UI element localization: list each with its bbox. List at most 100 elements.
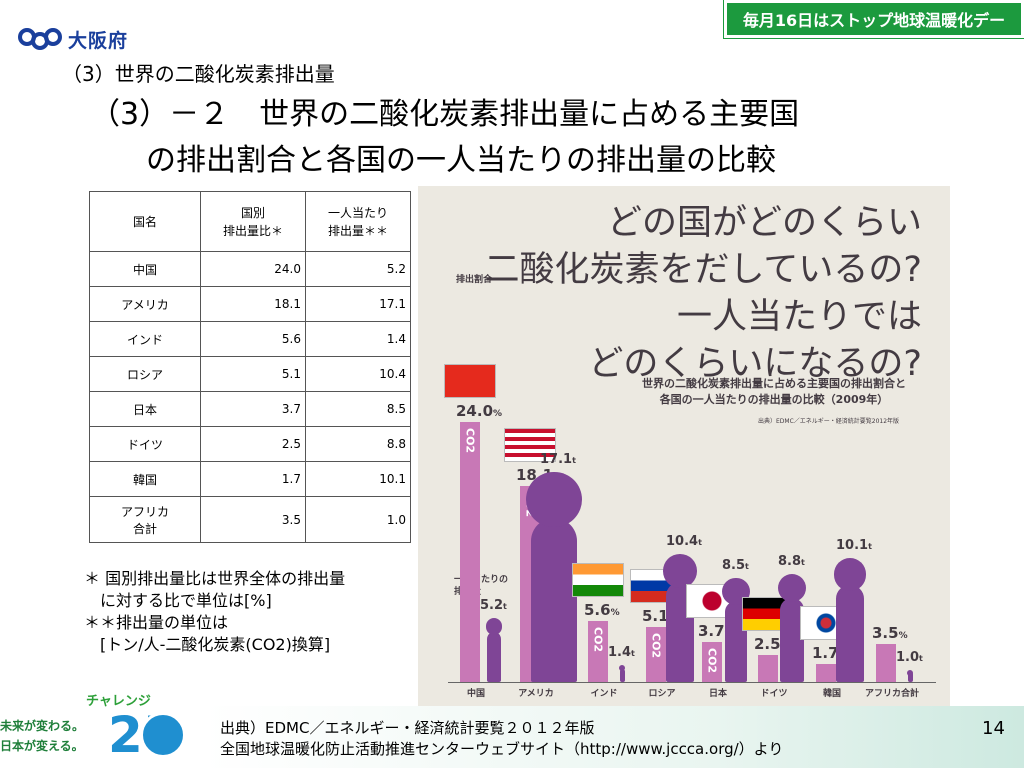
table-row: 韓国 1.7 10.1	[89, 461, 411, 497]
source-line: 全国地球温暖化防止活動推進センターウェブサイト（http://www.jccca…	[220, 740, 784, 758]
challenge25-logo: チャレンジ 未来が変わる。 日本が変える。 25	[0, 690, 200, 768]
table-cell-country: 中国	[89, 251, 201, 287]
table-cell-per-capita: 10.4	[305, 356, 411, 392]
table-cell-share: 5.6	[200, 321, 306, 357]
share-label: 排出割合	[456, 275, 493, 285]
infographic-source: 出典）EDMC／エネルギー・経済統計要覧2012年版	[758, 418, 900, 425]
page-title: （3）－２ 世界の二酸化炭素排出量に占める主要国 の排出割合と各国の一人当たりの…	[90, 92, 960, 184]
table-cell-per-capita: 17.1	[305, 286, 411, 322]
caption-line: 各国の一人当たりの排出量の比較（2009年）	[659, 393, 889, 406]
globe-icon	[140, 712, 186, 758]
table-cell-country: アフリカ 合計	[89, 496, 201, 543]
table-cell-per-capita: 10.1	[305, 461, 411, 497]
per-capita-value-label: 10.4t	[666, 534, 702, 550]
share-bar: CO2	[460, 422, 480, 682]
table-cell-share: 24.0	[200, 251, 306, 287]
share-bar	[876, 644, 896, 682]
infographic-question: どの国がどのくらい 二酸化炭素をだしているの? 一人当たりでは どのくらいになる…	[484, 200, 922, 388]
question-line: どのくらいになるの?	[588, 344, 922, 384]
question-line: どの国がどのくらい	[606, 203, 922, 243]
table-cell-share: 3.7	[200, 391, 306, 427]
per-capita-figure-head	[777, 573, 807, 603]
table-row: インド 5.6 1.4	[89, 321, 411, 357]
question-line: 一人当たりでは	[676, 297, 922, 337]
table-cell-country: インド	[89, 321, 201, 357]
share-bar: CO2	[588, 621, 608, 682]
osaka-rings-icon	[18, 28, 64, 50]
category-label: 日本	[708, 689, 727, 699]
slogan: 未来が変わる。 日本が変える。	[0, 716, 84, 756]
section-subtitle: （3）世界の二酸化炭素排出量	[62, 62, 335, 86]
per-capita-figure	[724, 600, 748, 682]
baseline	[448, 682, 936, 683]
per-capita-value-label: 5.2t	[480, 598, 507, 614]
share-bar	[758, 654, 778, 682]
category-label: アメリカ	[518, 689, 554, 699]
share-bar: CO2	[702, 641, 722, 682]
category-label: ドイツ	[760, 689, 788, 699]
source-line: 出典）EDMC／エネルギー・経済統計要覧２０１２年版	[220, 719, 595, 737]
slogan-line: 未来が変わる。	[0, 719, 85, 733]
share-bar	[816, 663, 836, 682]
india-flag	[572, 563, 624, 598]
per-capita-value-label: 10.1t	[836, 537, 872, 553]
category-label: インド	[590, 689, 618, 699]
campaign-banner: 毎月16日はストップ地球温暖化デー	[723, 0, 1024, 39]
per-capita-figure	[486, 632, 502, 682]
table-header-row: 国名 国別 排出量比＊ 一人当たり 排出量＊＊	[89, 191, 411, 252]
per-capita-value-label: 8.8t	[778, 553, 805, 569]
per-capita-figure-head	[907, 669, 913, 676]
category-label: アフリカ合計	[864, 689, 919, 699]
table-cell-per-capita: 1.0	[305, 496, 411, 543]
note-line: ＊＊排出量の単位は	[84, 613, 229, 632]
category-label: 中国	[466, 689, 485, 699]
note-line: に対する比で単位は[%]	[84, 591, 272, 610]
co2-label: CO2	[591, 627, 605, 653]
share-value-label: 5.6%	[584, 601, 620, 620]
note-line: ＊ 国別排出量比は世界全体の排出量	[84, 569, 346, 588]
table-cell-per-capita: 1.4	[305, 321, 411, 357]
table-cell-country: 韓国	[89, 461, 201, 497]
table-row: アメリカ 18.1 17.1	[89, 286, 411, 322]
header-per-capita: 一人当たり 排出量＊＊	[305, 191, 411, 252]
per-capita-figure	[530, 518, 578, 682]
table-cell-per-capita: 5.2	[305, 251, 411, 287]
usa-flag	[504, 427, 556, 462]
table-row: 中国 24.0 5.2	[89, 251, 411, 287]
table-cell-share: 1.7	[200, 461, 306, 497]
table-row: ドイツ 2.5 8.8	[89, 426, 411, 462]
per-capita-value-label: 1.4t	[608, 644, 635, 660]
header-share: 国別 排出量比＊	[200, 191, 306, 252]
per-capita-figure-head	[833, 557, 867, 591]
question-line: 二酸化炭素をだしているの?	[484, 250, 922, 290]
share-value-label: 24.0%	[456, 402, 503, 420]
table-notes: ＊ 国別排出量比は世界全体の排出量 に対する比で単位は[%] ＊＊排出量の単位は…	[84, 568, 345, 656]
title-line-2: の排出割合と各国の一人当たりの排出量の比較	[146, 143, 776, 178]
note-line: [トン/人-二酸化炭素(CO2)換算]	[84, 635, 331, 654]
emission-table: 国名 国別 排出量比＊ 一人当たり 排出量＊＊ 中国 24.0 5.2 アメリカ 18.…	[89, 191, 411, 543]
slogan-line: 日本が変える。	[0, 739, 84, 753]
co2-label: CO2	[705, 647, 719, 673]
per-capita-figure	[907, 672, 913, 682]
china-flag	[444, 364, 496, 398]
per-capita-figure-head	[526, 472, 582, 528]
header-country: 国名	[89, 191, 201, 252]
per-capita-figure-head	[619, 664, 625, 671]
table-cell-country: アメリカ	[89, 286, 201, 322]
per-capita-value-label: 1.0t	[896, 649, 923, 665]
category-label: ロシア	[648, 689, 676, 699]
co2-label: CO2	[649, 632, 663, 658]
table-cell-share: 18.1	[200, 286, 306, 322]
per-capita-figure	[619, 668, 625, 682]
table-cell-per-capita: 8.8	[305, 426, 411, 462]
per-capita-figure	[780, 597, 804, 682]
table-row: 日本 3.7 8.5	[89, 391, 411, 427]
share-bar: CO2	[646, 626, 666, 682]
table-cell-country: ロシア	[89, 356, 201, 392]
table-cell-share: 2.5	[200, 426, 306, 462]
table-cell-country: ドイツ	[89, 426, 201, 462]
per-capita-figure-head	[485, 618, 503, 635]
osaka-logo: 大阪府	[18, 24, 138, 54]
table-cell-share: 3.5	[200, 496, 306, 543]
infographic: どの国がどのくらい 二酸化炭素をだしているの? 一人当たりでは どのくらいになる…	[418, 186, 950, 706]
